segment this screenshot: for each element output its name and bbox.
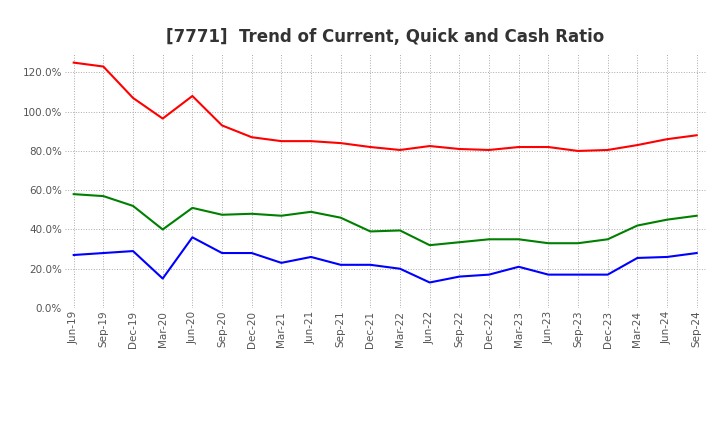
Cash Ratio (544, 272, 553, 277)
Current Ratio (514, 144, 523, 150)
Current Ratio (574, 148, 582, 154)
Current Ratio (188, 93, 197, 99)
Cash Ratio (188, 235, 197, 240)
Cash Ratio (99, 250, 108, 256)
Cash Ratio (307, 254, 315, 260)
Quick Ratio (217, 212, 226, 217)
Cash Ratio (396, 266, 405, 271)
Current Ratio (69, 60, 78, 65)
Cash Ratio (485, 272, 493, 277)
Current Ratio (248, 135, 256, 140)
Quick Ratio (633, 223, 642, 228)
Legend: Current Ratio, Quick Ratio, Cash Ratio: Current Ratio, Quick Ratio, Cash Ratio (182, 437, 588, 440)
Current Ratio (603, 147, 612, 153)
Quick Ratio (158, 227, 167, 232)
Quick Ratio (248, 211, 256, 216)
Current Ratio (99, 64, 108, 69)
Quick Ratio (426, 242, 434, 248)
Quick Ratio (277, 213, 286, 218)
Current Ratio (485, 147, 493, 153)
Cash Ratio (366, 262, 374, 268)
Quick Ratio (188, 205, 197, 210)
Quick Ratio (396, 228, 405, 233)
Quick Ratio (366, 229, 374, 234)
Cash Ratio (693, 250, 701, 256)
Cash Ratio (336, 262, 345, 268)
Line: Cash Ratio: Cash Ratio (73, 237, 697, 282)
Cash Ratio (603, 272, 612, 277)
Quick Ratio (544, 241, 553, 246)
Cash Ratio (426, 280, 434, 285)
Current Ratio (366, 144, 374, 150)
Current Ratio (336, 140, 345, 146)
Quick Ratio (574, 241, 582, 246)
Quick Ratio (603, 237, 612, 242)
Quick Ratio (485, 237, 493, 242)
Quick Ratio (69, 191, 78, 197)
Line: Quick Ratio: Quick Ratio (73, 194, 697, 245)
Current Ratio (544, 144, 553, 150)
Cash Ratio (662, 254, 671, 260)
Current Ratio (455, 147, 464, 152)
Quick Ratio (693, 213, 701, 218)
Cash Ratio (633, 255, 642, 260)
Cash Ratio (69, 253, 78, 258)
Quick Ratio (514, 237, 523, 242)
Cash Ratio (129, 249, 138, 254)
Cash Ratio (455, 274, 464, 279)
Cash Ratio (514, 264, 523, 269)
Current Ratio (217, 123, 226, 128)
Current Ratio (307, 139, 315, 144)
Current Ratio (426, 143, 434, 149)
Cash Ratio (248, 250, 256, 256)
Quick Ratio (129, 203, 138, 209)
Cash Ratio (574, 272, 582, 277)
Current Ratio (277, 139, 286, 144)
Quick Ratio (99, 194, 108, 199)
Quick Ratio (455, 240, 464, 245)
Current Ratio (693, 132, 701, 138)
Title: [7771]  Trend of Current, Quick and Cash Ratio: [7771] Trend of Current, Quick and Cash … (166, 28, 604, 46)
Cash Ratio (277, 260, 286, 265)
Current Ratio (633, 143, 642, 148)
Line: Current Ratio: Current Ratio (73, 62, 697, 151)
Quick Ratio (336, 215, 345, 220)
Quick Ratio (307, 209, 315, 214)
Quick Ratio (662, 217, 671, 222)
Current Ratio (662, 136, 671, 142)
Current Ratio (396, 147, 405, 153)
Current Ratio (129, 95, 138, 101)
Cash Ratio (158, 276, 167, 281)
Current Ratio (158, 116, 167, 121)
Cash Ratio (217, 250, 226, 256)
